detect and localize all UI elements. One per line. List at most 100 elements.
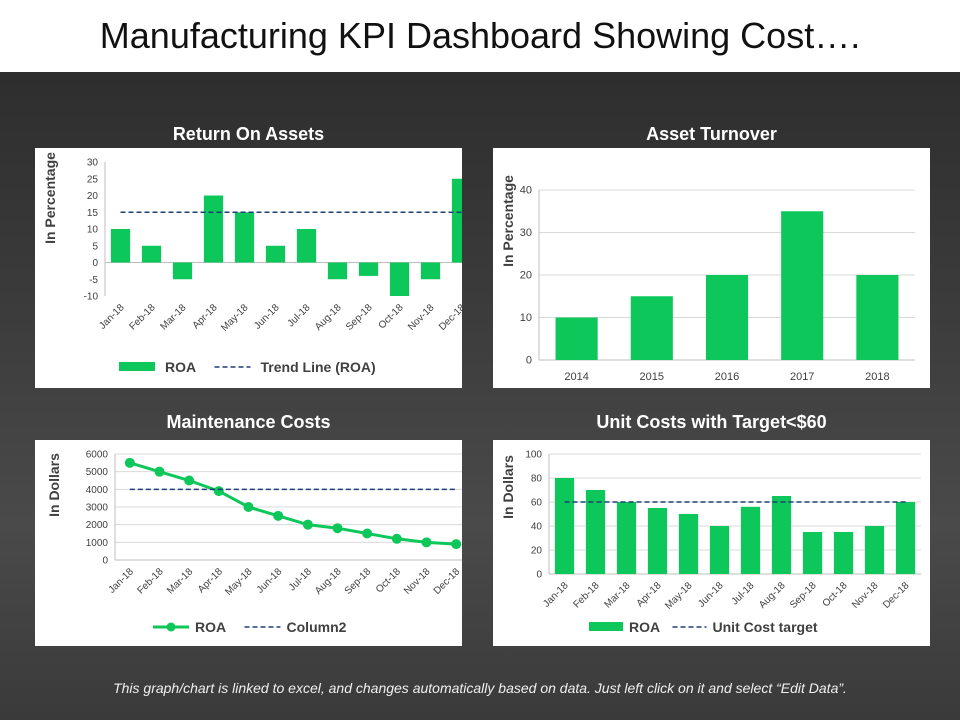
x-tick-label: May-18 <box>663 580 695 612</box>
y-axis-label: In Percentage <box>42 152 58 244</box>
legend-swatch <box>119 362 155 371</box>
bar <box>389 262 410 296</box>
line-point <box>391 533 402 544</box>
footer-note: This graph/chart is linked to excel, and… <box>113 680 847 696</box>
x-tick-label: Mar-18 <box>165 566 195 596</box>
legend-label: ROA <box>629 619 660 635</box>
bar <box>203 195 224 263</box>
turnover-chart[interactable]: 0 10 20 30 40 2014 2015 2016 2017 2018 In Percenta… <box>493 148 930 388</box>
bar <box>554 478 575 574</box>
x-tick-label: Sep-18 <box>788 580 819 611</box>
maintenance-chart[interactable]: 0 1000 2000 3000 4000 5000 6000 Jan-18 Feb-18 Mar… <box>35 440 462 646</box>
x-tick-label: Sep-18 <box>343 566 374 597</box>
legend-marker <box>166 622 176 632</box>
bar <box>234 212 255 263</box>
bar <box>740 506 761 574</box>
y-tick-label: 20 <box>531 546 543 557</box>
bar <box>585 490 606 574</box>
x-tick-label: Nov-18 <box>402 566 433 597</box>
x-tick-label: Apr-18 <box>196 566 225 595</box>
bar <box>358 262 379 276</box>
roa-chart[interactable]: -10 -5 0 5 10 15 20 25 30 Jan-18 Feb-18 Mar-18 Apr-1… <box>35 148 462 388</box>
x-tick-label: Jan-18 <box>107 566 137 596</box>
roa-chart-title: Return On Assets <box>172 124 325 144</box>
y-tick-label: 40 <box>520 185 532 197</box>
legend-label: ROA <box>165 359 196 375</box>
y-tick-label: 0 <box>92 258 98 269</box>
x-tick-label: Oct-18 <box>377 302 406 331</box>
x-tick-label: Aug-18 <box>313 566 344 597</box>
bar <box>630 296 673 360</box>
y-tick-label: 0 <box>536 570 542 581</box>
line-point <box>332 523 343 534</box>
y-tick-label: 10 <box>520 312 532 324</box>
y-tick-label: 3000 <box>86 503 109 514</box>
y-tick-label: -10 <box>84 292 99 303</box>
x-tick-label: Sep-18 <box>344 302 375 333</box>
y-tick-label: 6000 <box>86 450 109 461</box>
y-tick-label: 5000 <box>86 467 109 478</box>
y-tick-label: 40 <box>531 522 543 533</box>
x-tick-label: Aug-18 <box>757 580 788 611</box>
y-tick-label: 4000 <box>86 485 109 496</box>
bar <box>802 532 823 574</box>
x-tick-label: Apr-18 <box>635 580 664 609</box>
x-tick-label: 2018 <box>865 371 889 383</box>
line-point <box>124 457 135 468</box>
y-tick-label: 100 <box>525 450 542 461</box>
bar <box>420 262 441 280</box>
x-tick-label: 2017 <box>790 371 814 383</box>
y-tick-label: 1000 <box>86 538 109 549</box>
line-point <box>451 539 462 550</box>
x-tick-label: Jul-18 <box>286 302 313 329</box>
unitcost-chart-panel[interactable]: 0 20 40 60 80 100 Jan-18 Feb-18 Mar-18 Apr-18 May-… <box>493 440 930 646</box>
bar <box>864 526 885 574</box>
y-tick-label: 20 <box>87 191 99 202</box>
series-line <box>129 461 457 546</box>
turnover-chart-title: Asset Turnover <box>646 124 777 144</box>
y-axis-label: In Dollars <box>500 455 516 519</box>
y-tick-label: 60 <box>531 498 543 509</box>
turnover-chart-panel[interactable]: 0 10 20 30 40 2014 2015 2016 2017 2018 In Percenta… <box>493 148 930 388</box>
bar <box>172 262 193 280</box>
bar <box>110 229 131 263</box>
legend-label: Column2 <box>287 619 347 635</box>
bar <box>833 532 854 574</box>
bar <box>647 508 668 574</box>
x-tick-label: Jun-18 <box>255 566 285 596</box>
bar <box>451 178 462 263</box>
x-tick-label: Mar-18 <box>158 302 188 332</box>
legend-label: Trend Line (ROA) <box>261 359 376 375</box>
bar <box>709 526 730 574</box>
bar <box>781 211 824 360</box>
x-tick-label: Nov-18 <box>406 302 437 333</box>
y-tick-label: 2000 <box>86 520 109 531</box>
line-point <box>213 486 224 497</box>
bar <box>265 245 286 263</box>
bar <box>555 317 598 360</box>
y-axis-label: In Percentage <box>500 175 516 267</box>
maintenance-chart-panel[interactable]: 0 1000 2000 3000 4000 5000 6000 Jan-18 Feb-18 Mar… <box>35 440 462 646</box>
x-tick-label: Apr-18 <box>191 302 220 331</box>
x-tick-label: Jan-18 <box>97 302 127 332</box>
x-tick-label: May-18 <box>219 302 251 334</box>
y-tick-label: 0 <box>102 556 108 567</box>
roa-chart-panel[interactable]: -10 -5 0 5 10 15 20 25 30 Jan-18 Feb-18 Mar-18 Apr-1… <box>35 148 462 388</box>
y-tick-label: 0 <box>526 355 532 367</box>
bar <box>141 245 162 263</box>
y-tick-label: 20 <box>520 270 532 282</box>
x-tick-label: Dec-18 <box>881 580 912 611</box>
y-tick-label: 30 <box>520 227 532 239</box>
bar <box>616 502 637 574</box>
unitcost-chart[interactable]: 0 20 40 60 80 100 Jan-18 Feb-18 Mar-18 Apr-18 May-… <box>493 440 930 646</box>
x-tick-label: Mar-18 <box>602 580 632 610</box>
title-bar: Manufacturing KPI Dashboard Showing Cost… <box>0 0 960 72</box>
bar <box>678 514 699 574</box>
legend-swatch <box>589 622 623 631</box>
x-tick-label: Feb-18 <box>571 580 601 610</box>
maintenance-chart-title: Maintenance Costs <box>166 412 331 432</box>
line-point <box>362 528 373 539</box>
x-tick-label: 2015 <box>640 371 664 383</box>
bar <box>895 502 916 574</box>
x-tick-label: Jan-18 <box>541 580 571 610</box>
